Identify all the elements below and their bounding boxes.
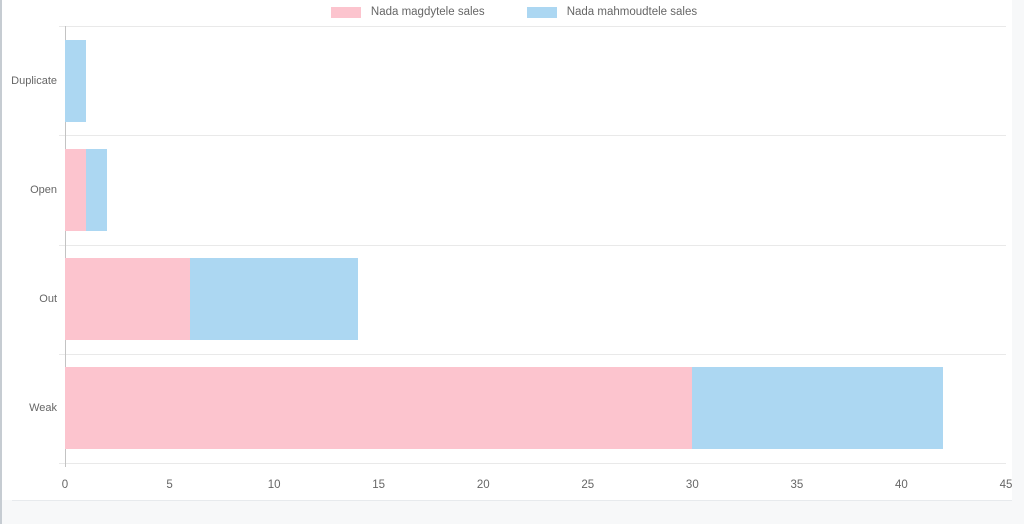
x-tick-label: 5 (166, 479, 173, 491)
bar-segment-mahmoud[interactable] (692, 367, 944, 450)
gridline (59, 26, 1006, 27)
x-tick-label: 30 (685, 479, 699, 491)
legend-item-magdy[interactable]: Nada magdytele sales (330, 6, 485, 18)
bar-segment-magdy[interactable] (65, 148, 86, 231)
chart-card: Nada magdytele sales Nada mahmoudtele sa… (2, 0, 1012, 500)
x-axis-line (59, 463, 1006, 464)
gridline (59, 244, 1006, 246)
legend-label-mahmoud: Nada mahmoudtele sales (566, 6, 698, 18)
x-tick-label: 20 (476, 479, 490, 491)
page-left-border (0, 0, 2, 524)
legend-item-mahmoud[interactable]: Nada mahmoudtele sales (526, 6, 698, 18)
x-tick-label: 25 (581, 479, 595, 491)
x-tick-label: 10 (267, 479, 281, 491)
x-tick-label: 40 (895, 479, 908, 491)
legend-label-magdy: Nada magdytele sales (370, 6, 485, 18)
gridline (59, 135, 1006, 137)
y-category-label: Duplicate (11, 74, 57, 87)
x-tick-label: 15 (372, 479, 386, 491)
card-bottom-divider (12, 500, 1012, 501)
x-tick-label: 0 (61, 479, 69, 491)
bar-segment-magdy[interactable] (65, 367, 693, 450)
gridline (59, 353, 1006, 355)
y-category-label: Open (30, 183, 57, 196)
y-category-label: Weak (29, 402, 57, 415)
legend-swatch-magdy (330, 6, 361, 18)
bar-segment-magdy[interactable] (65, 258, 191, 341)
bar-segment-mahmoud[interactable] (190, 258, 358, 341)
chart-legend: Nada magdytele sales Nada mahmoudtele sa… (2, 6, 1024, 18)
legend-swatch-mahmoud (526, 6, 557, 18)
y-category-label: Out (39, 293, 57, 306)
bar-segment-mahmoud[interactable] (85, 148, 107, 231)
stacked-bar-chart: Nada magdytele sales Nada mahmoudtele sa… (2, 0, 1024, 500)
y-axis-line (65, 26, 66, 467)
x-tick-label: 35 (790, 479, 804, 491)
bar-segment-mahmoud[interactable] (65, 39, 86, 122)
x-tick-label: 45 (999, 479, 1013, 491)
